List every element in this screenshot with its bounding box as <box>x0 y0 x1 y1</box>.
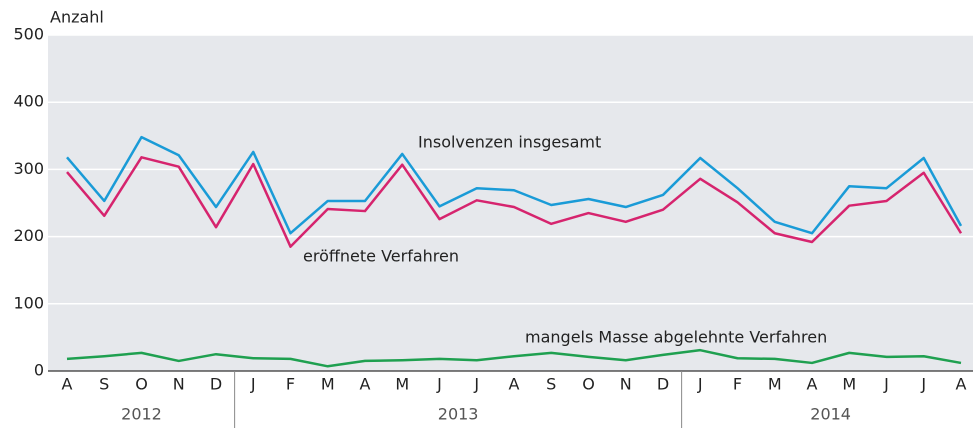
plot-background <box>48 35 973 371</box>
year-label: 2014 <box>810 405 851 424</box>
x-tick-label: A <box>509 375 520 394</box>
series-label: Insolvenzen insgesamt <box>418 133 601 152</box>
x-tick-label: N <box>620 375 632 394</box>
x-tick-label: A <box>807 375 818 394</box>
y-tick-label: 200 <box>13 226 44 245</box>
y-tick-label: 100 <box>13 293 44 312</box>
year-label: 2013 <box>438 405 479 424</box>
x-tick-label: J <box>473 375 479 394</box>
series-label: mangels Masse abgelehnte Verfahren <box>525 328 827 347</box>
series-line <box>66 156 963 248</box>
x-tick-label: J <box>883 375 889 394</box>
x-tick-label: M <box>768 375 782 394</box>
x-tick-label: A <box>360 375 371 394</box>
year-label: 2012 <box>121 405 162 424</box>
series-label: eröffnete Verfahren <box>303 247 459 266</box>
y-tick-label: 500 <box>13 25 44 44</box>
y-tick-label: 300 <box>13 159 44 178</box>
x-tick-label: A <box>956 375 967 394</box>
x-tick-label: S <box>546 375 556 394</box>
series-line <box>66 135 963 235</box>
x-tick-label: M <box>321 375 335 394</box>
y-tick-label: 0 <box>34 361 44 380</box>
x-tick-label: J <box>920 375 926 394</box>
x-tick-label: N <box>173 375 185 394</box>
series-line <box>66 348 962 368</box>
x-tick-label: F <box>733 375 742 394</box>
x-tick-label: J <box>250 375 256 394</box>
y-tick-label: 400 <box>13 92 44 111</box>
x-tick-label: J <box>436 375 442 394</box>
x-tick-label: M <box>842 375 856 394</box>
x-tick-label: F <box>286 375 295 394</box>
x-tick-label: D <box>210 375 222 394</box>
x-tick-label: D <box>657 375 669 394</box>
x-tick-label: O <box>135 375 148 394</box>
y-axis-label: Anzahl <box>50 8 104 27</box>
x-tick-label: A <box>62 375 73 394</box>
x-tick-label: J <box>697 375 703 394</box>
x-tick-label: S <box>99 375 109 394</box>
x-tick-label: O <box>582 375 595 394</box>
x-tick-label: M <box>395 375 409 394</box>
